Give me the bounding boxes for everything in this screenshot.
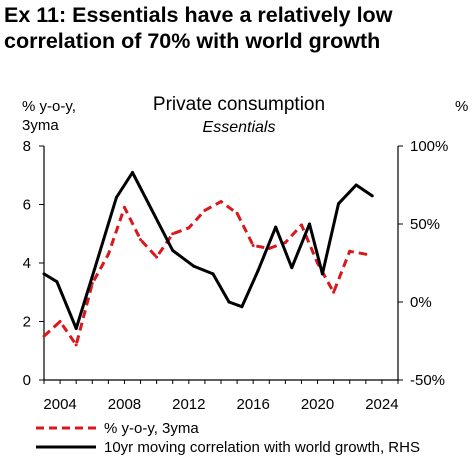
data-point-correlation: [336, 202, 340, 206]
data-point-correlation: [147, 202, 151, 206]
data-point-yoy: [74, 343, 78, 347]
data-point-correlation: [171, 249, 175, 253]
left-tick-label: 8: [23, 138, 31, 155]
report-title-line-1: Ex 11: Essentials have a relatively low: [4, 3, 393, 27]
data-point-yoy: [299, 223, 303, 227]
right-axis-label: %: [455, 98, 468, 115]
data-point-yoy: [139, 238, 143, 242]
data-point-correlation: [320, 272, 324, 276]
data-point-correlation: [55, 280, 59, 284]
data-point-yoy: [219, 200, 223, 204]
data-point-correlation: [240, 305, 244, 309]
data-point-correlation: [93, 264, 97, 268]
series-lines: [42, 171, 374, 347]
right-tick-label: 0%: [410, 294, 432, 311]
data-point-yoy: [283, 241, 287, 245]
tick-labels: 0 2 4 6 8 -50% 0% 50% 100% 2004 2008 2012 2016 2020 20…: [23, 138, 449, 413]
data-point-correlation: [308, 222, 311, 226]
data-point-yoy: [42, 334, 46, 338]
data-point-correlation: [114, 195, 118, 199]
data-point-correlation: [274, 225, 278, 229]
left-axis-label-line-2: 3yma: [22, 117, 59, 134]
x-tick-label: 2012: [172, 396, 205, 413]
data-point-correlation: [211, 272, 215, 276]
left-tick-label: 0: [23, 372, 31, 389]
legend: % y-o-y, 3yma 10yr moving correlation wi…: [36, 420, 420, 456]
left-axis-label-line-1: % y-o-y,: [22, 98, 76, 115]
data-point-yoy: [155, 255, 159, 259]
x-tick-label: 2024: [365, 396, 398, 413]
data-point-correlation: [227, 300, 231, 304]
data-point-correlation: [370, 194, 374, 198]
data-point-correlation: [131, 171, 134, 175]
right-tick-label: 50%: [410, 216, 440, 233]
report-title: Ex 11: Essentials have a relatively low …: [4, 2, 469, 54]
series-line-correlation: [43, 171, 374, 330]
chart-title: Private consumption: [153, 94, 325, 115]
data-point-correlation: [192, 264, 196, 268]
data-point-yoy: [122, 205, 126, 209]
data-point-correlation: [74, 327, 78, 331]
data-point-yoy: [348, 249, 352, 253]
x-tick-label: 2020: [301, 396, 334, 413]
data-point-yoy: [235, 211, 239, 215]
data-point-correlation: [354, 183, 358, 187]
data-point-correlation: [256, 269, 260, 273]
data-point-yoy: [187, 226, 191, 230]
data-point-yoy: [171, 232, 175, 236]
legend-label-correlation: 10yr moving correlation with world growt…: [104, 439, 420, 456]
data-point-correlation: [42, 272, 46, 276]
data-point-yoy: [364, 252, 368, 256]
right-tick-label: 100%: [410, 138, 448, 155]
left-tick-label: 2: [23, 314, 31, 331]
right-tick-label: -50%: [410, 372, 445, 389]
data-point-yoy: [58, 320, 62, 323]
data-point-yoy: [203, 208, 207, 212]
data-point-yoy: [251, 243, 255, 247]
data-point-yoy: [332, 290, 336, 294]
x-tick-label: 2016: [236, 396, 269, 413]
left-tick-label: 6: [23, 197, 31, 214]
report-title-line-2: correlation of 70% with world growth: [4, 29, 381, 53]
legend-label-yoy: % y-o-y, 3yma: [104, 420, 199, 437]
axes: [39, 145, 403, 384]
data-point-correlation: [290, 266, 294, 270]
chart-subtitle: Essentials: [203, 119, 276, 136]
left-tick-label: 4: [23, 255, 31, 272]
x-tick-label: 2004: [43, 396, 76, 413]
data-point-yoy: [106, 252, 110, 256]
x-tick-label: 2008: [108, 396, 141, 413]
